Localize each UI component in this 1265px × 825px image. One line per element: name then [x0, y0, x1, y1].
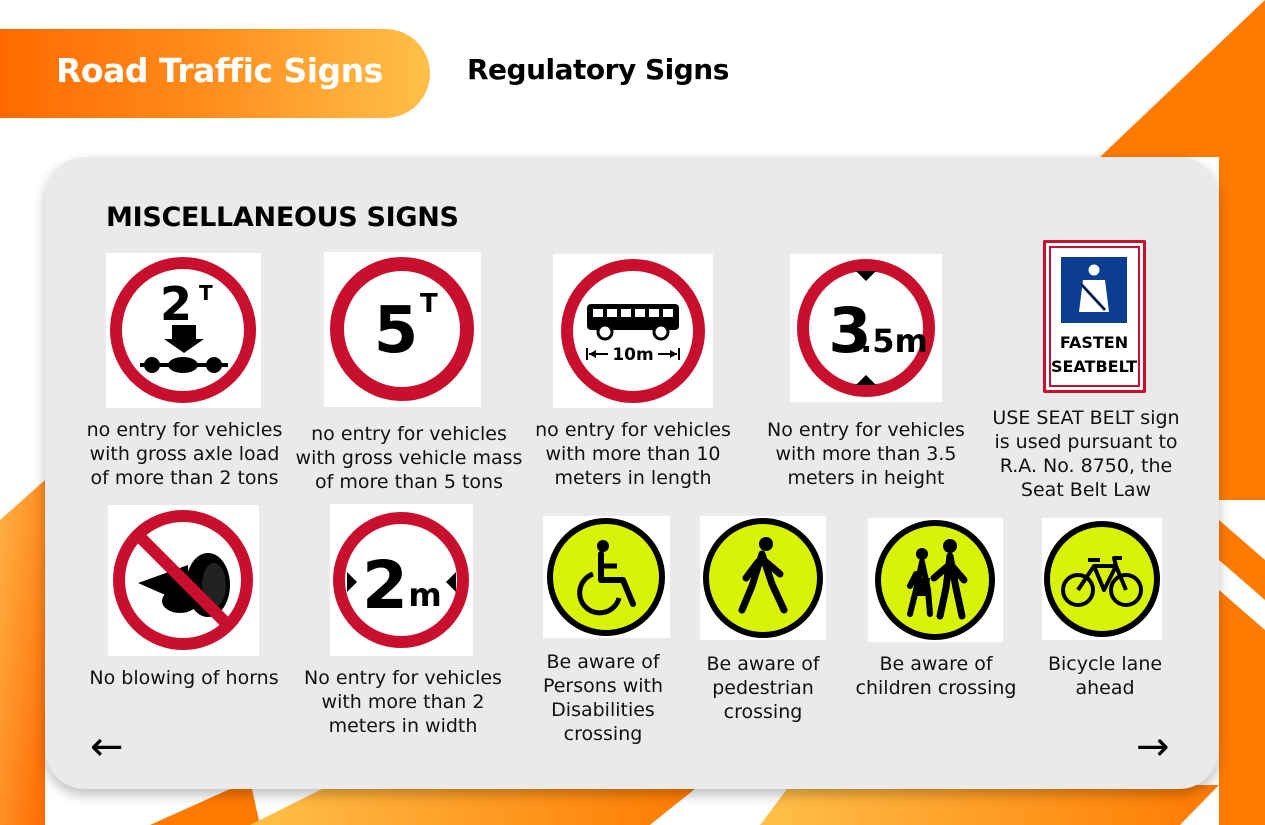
- sign-caption: no entry for vehicles with gross vehicle…: [295, 423, 523, 493]
- sign-caption: Be aware of Persons with Disabilities cr…: [542, 651, 664, 745]
- sign-caption: No entry for vehicles with more than 2 m…: [304, 667, 502, 737]
- sign-caption: Be aware of children crossing: [855, 653, 1017, 699]
- svg-text:.5m: .5m: [860, 322, 928, 360]
- height-3-5m-sign: 3 .5m: [790, 254, 942, 402]
- sign-caption: No blowing of horns: [89, 667, 279, 689]
- sign-caption: USE SEAT BELT sign is used pursuant to R…: [992, 407, 1180, 501]
- sign-caption: no entry for vehicles with more than 10 …: [535, 419, 731, 489]
- sign-glyph: 3: [828, 294, 871, 367]
- sign-glyph: 10m: [612, 345, 653, 365]
- children-crossing-sign: [868, 518, 1003, 642]
- sign-caption: Be aware of pedestrian crossing: [706, 653, 820, 723]
- sign-glyph: 2: [160, 277, 192, 331]
- mass-5t-sign: 5 T: [324, 252, 481, 407]
- length-10m-sign: 10m: [553, 254, 713, 408]
- disabled-crossing-sign: [543, 516, 670, 638]
- title-banner: [0, 29, 430, 118]
- next-arrow-button[interactable]: →: [1136, 724, 1170, 770]
- sign-caption: Bicycle lane ahead: [1047, 653, 1163, 699]
- svg-text:T: T: [420, 289, 438, 319]
- svg-text:T: T: [199, 281, 213, 305]
- svg-text:FASTEN: FASTEN: [1060, 333, 1128, 352]
- card-heading: MISCELLANEOUS SIGNS: [106, 202, 459, 233]
- sign-caption: no entry for vehicles with gross axle lo…: [86, 419, 283, 489]
- sign-glyph: 5: [374, 294, 419, 368]
- svg-text:SEATBELT: SEATBELT: [1051, 357, 1137, 376]
- no-horn-sign: [108, 505, 259, 656]
- sign-glyph: 2: [362, 547, 408, 624]
- svg-text:m: m: [408, 576, 441, 614]
- width-2m-sign: 2 m: [330, 504, 473, 656]
- section-title: Regulatory Signs: [467, 53, 729, 86]
- axle-load-2t-sign: 2 T: [106, 253, 261, 408]
- page-title: Road Traffic Signs: [56, 51, 383, 90]
- pedestrian-crossing-sign: [700, 516, 826, 640]
- sign-caption: No entry for vehicles with more than 3.5…: [767, 419, 965, 489]
- fasten-seatbelt-sign: FASTEN SEATBELT: [1043, 240, 1146, 393]
- bicycle-lane-sign: [1042, 518, 1162, 640]
- prev-arrow-button[interactable]: ←: [90, 724, 124, 770]
